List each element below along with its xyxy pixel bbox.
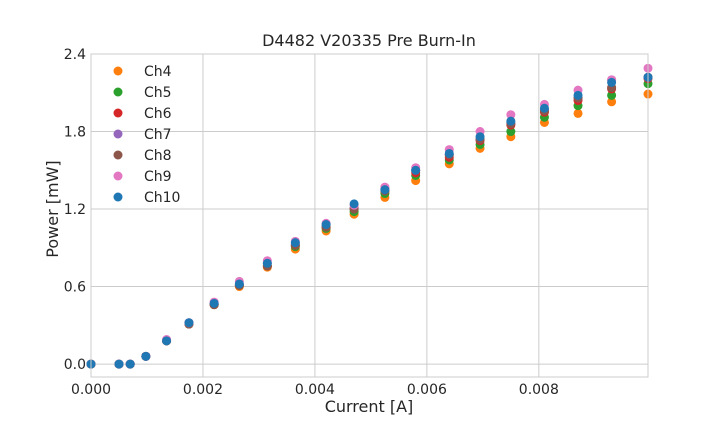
legend-marker [113, 150, 123, 160]
y-tick-label: 2.4 [64, 47, 86, 63]
data-point [290, 238, 300, 248]
data-point [411, 165, 421, 175]
y-tick-label: 1.2 [64, 202, 86, 218]
data-point [114, 359, 124, 369]
x-tick-label: 0.006 [407, 382, 447, 398]
legend-label: Ch4 [144, 64, 172, 80]
x-axis-label: Current [A] [325, 397, 414, 416]
data-point [444, 148, 454, 158]
legend-marker [113, 171, 123, 181]
data-point [573, 108, 583, 118]
data-point [573, 90, 583, 100]
legend-label: Ch9 [144, 169, 172, 185]
legend-label: Ch5 [144, 85, 172, 101]
y-tick-label: 0.6 [64, 280, 86, 296]
data-point [349, 199, 359, 209]
data-point [607, 90, 617, 100]
data-point [184, 318, 194, 328]
x-tick-label: 0.002 [183, 382, 223, 398]
series-ch10 [86, 72, 653, 369]
x-tick-label: 0.008 [519, 382, 559, 398]
legend-marker [113, 192, 123, 202]
data-point [141, 351, 151, 361]
data-point [539, 103, 549, 113]
data-point [506, 116, 516, 126]
legend-label: Ch6 [144, 106, 172, 122]
plot-frame [90, 53, 649, 378]
legend-label: Ch7 [144, 127, 172, 143]
data-point [262, 258, 272, 268]
data-point [125, 359, 135, 369]
chart-title: D4482 V20335 Pre Burn-In [262, 31, 476, 50]
data-point [607, 97, 617, 107]
y-tick-labels: 0.0 0.6 1.2 1.8 2.4 [64, 47, 86, 373]
data-point [475, 132, 485, 142]
data-point [607, 77, 617, 87]
data-point [506, 110, 516, 120]
legend-marker [113, 108, 123, 118]
data-point [234, 279, 244, 289]
x-tick-label: 0.000 [71, 382, 111, 398]
legend-marker [113, 129, 123, 139]
legend-marker [113, 66, 123, 76]
legend-label: Ch10 [144, 190, 180, 206]
data-point [380, 185, 390, 195]
data-point [321, 220, 331, 230]
data-point [162, 336, 172, 346]
x-tick-label: 0.004 [295, 382, 335, 398]
legend-label: Ch8 [144, 148, 172, 164]
legend-marker [113, 87, 123, 97]
legend: Ch4 Ch5 Ch6 Ch7 Ch8 Ch9 Ch10 [113, 64, 180, 206]
x-tick-labels: 0.000 0.002 0.004 0.006 0.008 [71, 382, 559, 398]
data-point [506, 127, 516, 137]
data-point [209, 298, 219, 308]
y-tick-label: 0.0 [64, 357, 86, 373]
y-tick-label: 1.8 [64, 125, 86, 141]
y-axis-label: Power [mW] [43, 160, 62, 257]
